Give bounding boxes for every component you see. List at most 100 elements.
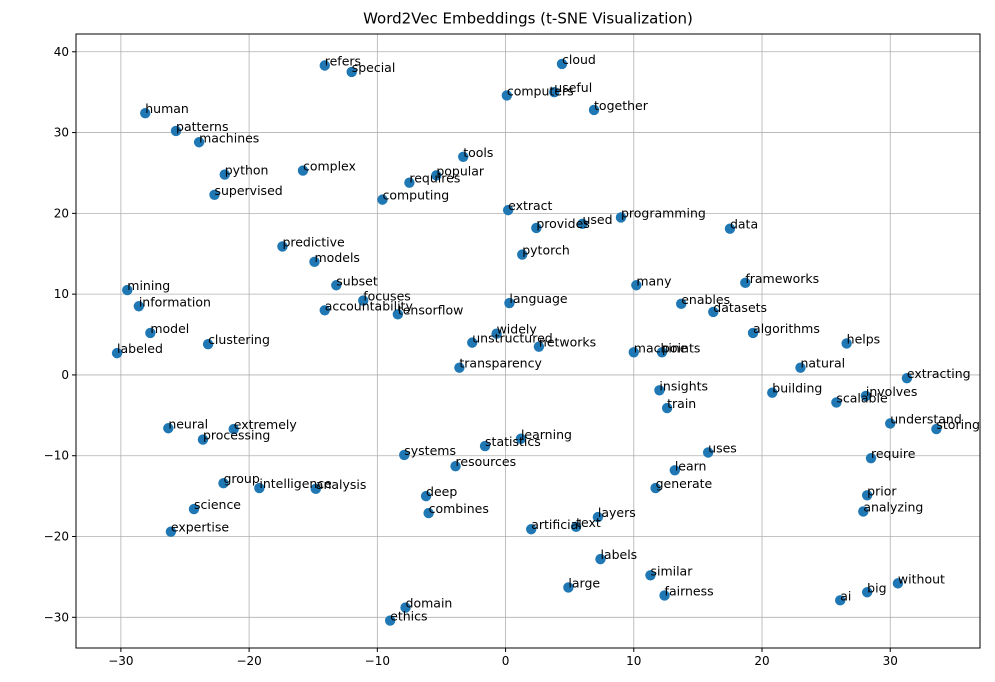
x-tick-label: 0 — [502, 654, 510, 668]
point-label: labeled — [117, 341, 163, 356]
point-label: generate — [656, 476, 713, 491]
scatter-point — [165, 526, 177, 537]
y-tick-label: 30 — [54, 126, 69, 140]
point-label: tools — [463, 145, 493, 160]
scatter-point — [861, 587, 873, 598]
scatter-point — [392, 309, 404, 320]
point-label: accountability — [325, 298, 414, 313]
scatter-point — [420, 490, 432, 502]
scatter-point — [901, 372, 913, 384]
scatter-point — [254, 482, 265, 494]
point-label: layers — [598, 505, 636, 520]
scatter-point — [841, 338, 852, 349]
point-label: large — [568, 575, 600, 590]
scatter-point — [661, 402, 673, 414]
point-label: complex — [303, 159, 356, 174]
scatter-point — [654, 385, 665, 396]
y-tick-label: 0 — [61, 368, 69, 382]
point-label: prior — [867, 483, 897, 498]
point-label: computers — [507, 83, 574, 98]
point-label: enables — [681, 292, 730, 307]
scatter-point — [645, 570, 656, 581]
point-label: processing — [203, 428, 270, 443]
scatter-point — [588, 104, 600, 116]
scatter-point — [277, 241, 288, 252]
scatter-point — [676, 298, 687, 310]
point-label: cloud — [562, 52, 596, 67]
grid-lines — [76, 34, 980, 648]
point-label: labels — [600, 547, 637, 562]
scatter-point — [218, 477, 229, 489]
point-label: analyzing — [863, 499, 923, 514]
scatter-point — [556, 58, 568, 70]
point-label: clustering — [208, 332, 270, 347]
point-label: frameworks — [745, 271, 819, 286]
scatter-point — [423, 507, 434, 519]
scatter-point — [615, 212, 627, 223]
point-label: text — [576, 515, 601, 530]
scatter-point — [479, 440, 491, 452]
point-label: useful — [554, 80, 592, 95]
point-label: neural — [168, 416, 208, 431]
scatter-point — [563, 582, 574, 593]
point-label: widely — [497, 322, 538, 337]
scatter-point — [892, 578, 904, 589]
point-label: extremely — [234, 417, 298, 432]
scatter-point — [346, 66, 357, 78]
scatter-point — [628, 347, 639, 358]
x-tick-label: −30 — [108, 654, 133, 668]
scatter-point — [170, 125, 182, 137]
point-label: insights — [659, 378, 708, 393]
x-tick-label: 30 — [883, 654, 898, 668]
point-label: information — [139, 294, 211, 309]
scatter-point — [702, 447, 714, 458]
point-label: helps — [847, 331, 881, 346]
point-label: building — [772, 381, 822, 396]
scatter-point — [885, 418, 896, 429]
scatter-point — [310, 483, 321, 495]
point-label: analysis — [316, 477, 367, 492]
point-label: statistics — [485, 434, 541, 449]
scatter-point — [145, 327, 156, 339]
scatter-point — [577, 218, 588, 230]
y-tick-label: −20 — [44, 530, 69, 544]
scatter-point — [595, 553, 606, 565]
scatter-point — [592, 511, 604, 523]
x-tick-label: −10 — [365, 654, 390, 668]
scatter-point — [193, 137, 205, 148]
scatter-point — [860, 390, 872, 402]
y-tick-label: −10 — [44, 449, 69, 463]
scatter-point — [491, 328, 502, 339]
point-label: predictive — [282, 234, 345, 249]
scatter-point — [931, 423, 942, 435]
scatter-point — [515, 433, 527, 444]
scatter-points — [111, 58, 942, 626]
y-tick-label: 20 — [54, 206, 69, 220]
scatter-point — [431, 170, 442, 181]
scatter-point — [228, 423, 239, 435]
y-tick-label: −30 — [44, 610, 69, 624]
scatter-point — [767, 387, 778, 398]
point-label: machine — [634, 340, 688, 355]
x-tick-label: 10 — [626, 654, 641, 668]
point-label: algorithms — [753, 321, 820, 336]
scatter-point — [708, 306, 719, 318]
point-label: model — [150, 321, 189, 336]
scatter-point — [504, 297, 515, 309]
point-label: ai — [840, 588, 851, 603]
scatter-point — [450, 461, 461, 472]
scatter-point — [319, 305, 330, 316]
point-label: resources — [456, 454, 517, 469]
scatter-point — [400, 602, 411, 613]
point-label: unstructured — [472, 331, 553, 346]
scatter-point — [122, 284, 133, 296]
scatter-point — [377, 194, 388, 205]
x-tick-label: 20 — [754, 654, 769, 668]
scatter-point — [209, 189, 220, 200]
point-label: scalable — [836, 390, 888, 405]
point-label: pytorch — [522, 243, 570, 258]
point-label: points — [662, 340, 700, 355]
point-label: domain — [406, 596, 453, 611]
scatter-point — [111, 347, 123, 359]
